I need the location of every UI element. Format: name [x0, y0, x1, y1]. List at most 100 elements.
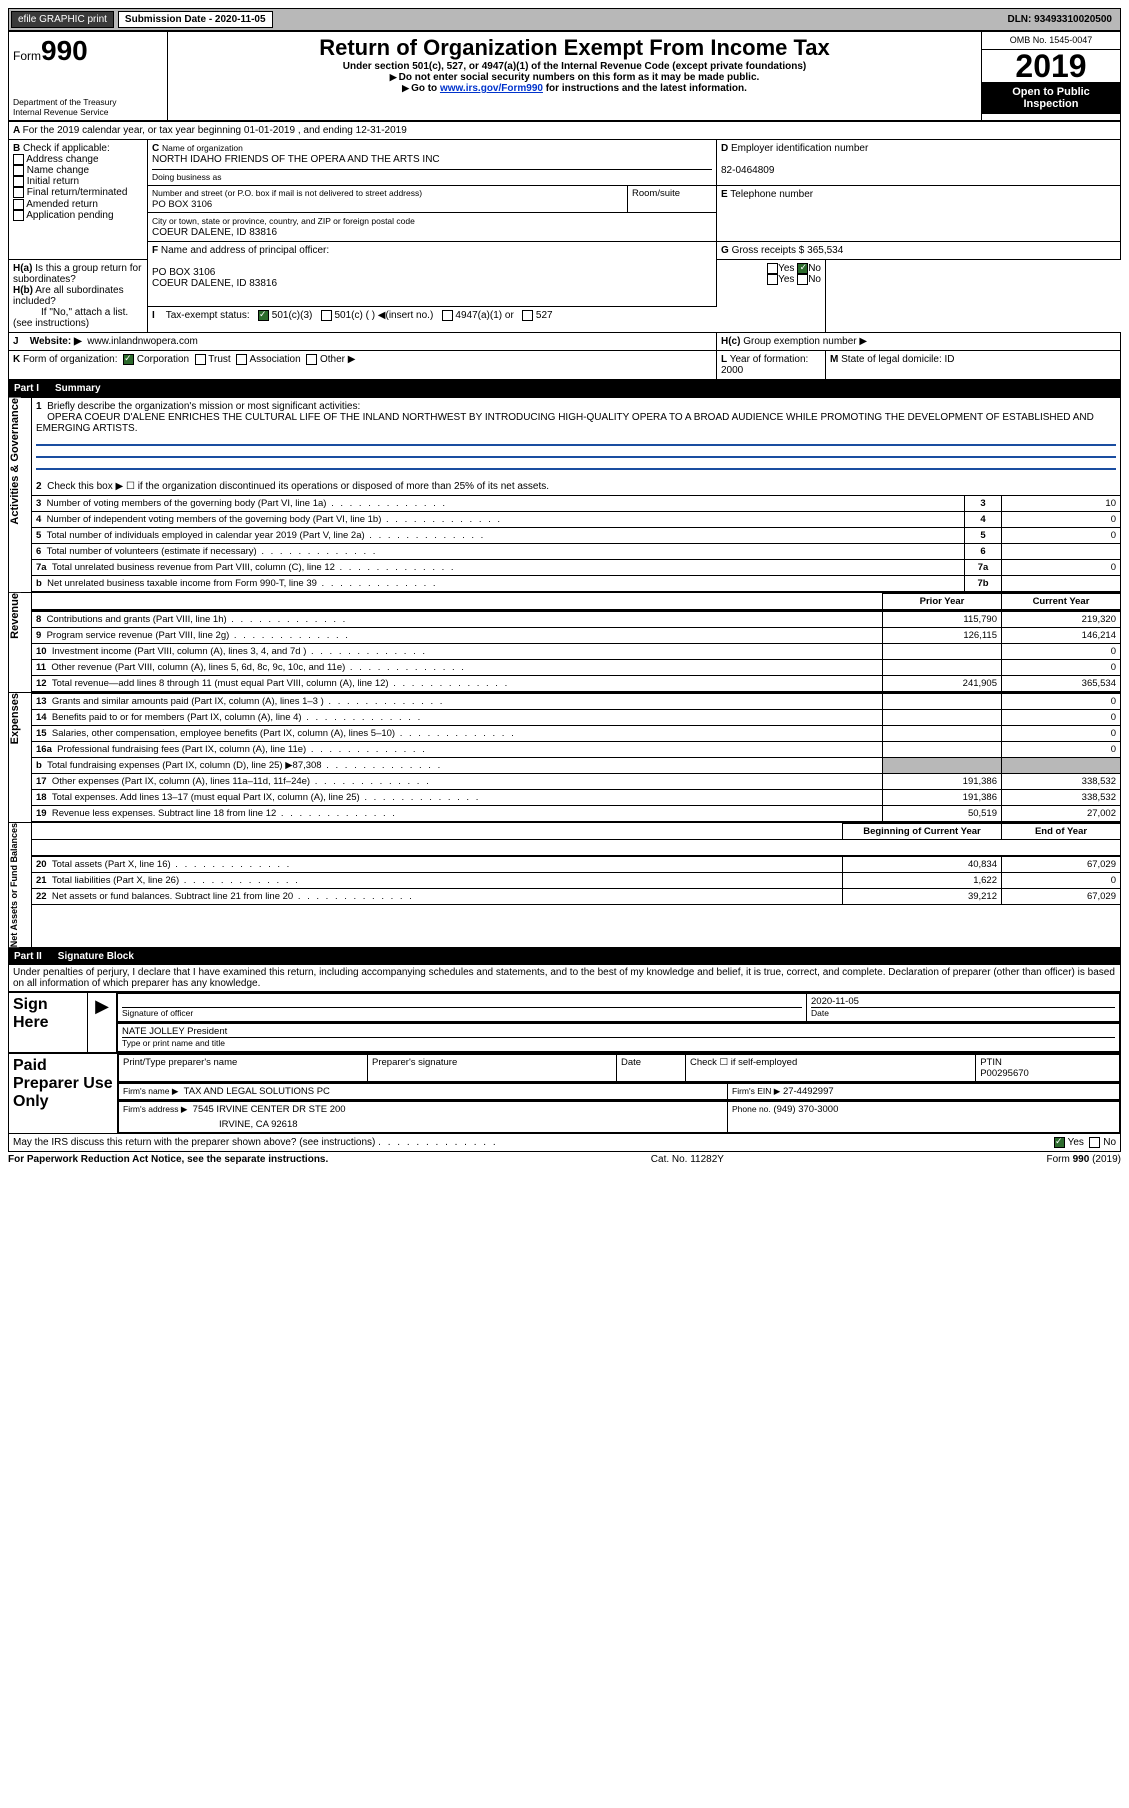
- form-subtitle: Under section 501(c), 527, or 4947(a)(1)…: [172, 61, 977, 72]
- l-label: Year of formation:: [730, 354, 809, 365]
- ha-label: Is this a group return for subordinates?: [13, 263, 141, 285]
- date-label: Date: [811, 1008, 829, 1018]
- firm-ein-value: 27-4492997: [783, 1086, 834, 1097]
- section-a-g: A For the 2019 calendar year, or tax yea…: [8, 121, 1121, 380]
- k-label: Form of organization:: [23, 354, 118, 365]
- prep-name-label: Print/Type preparer's name: [119, 1055, 368, 1082]
- state-domicile: ID: [945, 354, 955, 365]
- current-year-header: Current Year: [1002, 594, 1121, 610]
- warn-ssn: Do not enter social security numbers on …: [172, 72, 977, 83]
- website-value[interactable]: www.inlandnwopera.com: [87, 336, 198, 347]
- cb-hb-yes[interactable]: [767, 274, 778, 285]
- org-name: NORTH IDAHO FRIENDS OF THE OPERA AND THE…: [152, 154, 440, 165]
- sign-here-label: Sign Here: [9, 993, 88, 1053]
- table-row: 19 Revenue less expenses. Subtract line …: [32, 806, 1120, 822]
- line-a: A For the 2019 calendar year, or tax yea…: [9, 122, 1121, 140]
- table-row: 5 Total number of individuals employed i…: [32, 528, 1120, 544]
- table-row: 11 Other revenue (Part VIII, column (A),…: [32, 660, 1120, 676]
- gross-receipts: 365,534: [807, 245, 843, 256]
- room-label: Room/suite: [628, 186, 717, 212]
- paid-preparer-label: Paid Preparer Use Only: [9, 1054, 118, 1134]
- open-public: Open to Public Inspection: [982, 82, 1120, 114]
- cb-address-change[interactable]: [13, 154, 24, 165]
- year-formation: 2000: [721, 365, 743, 376]
- table-row: 4 Number of independent voting members o…: [32, 512, 1120, 528]
- part1-table: Activities & Governance 1 Briefly descri…: [8, 397, 1121, 948]
- table-row: 9 Program service revenue (Part VIII, li…: [32, 628, 1120, 644]
- cat-number: Cat. No. 11282Y: [651, 1154, 724, 1165]
- firm-name-label: Firm's name ▶: [123, 1086, 178, 1096]
- cb-ha-no[interactable]: [797, 263, 808, 274]
- ptin-label: PTIN: [980, 1057, 1002, 1068]
- prior-year-header: Prior Year: [883, 594, 1002, 610]
- cb-assoc[interactable]: [236, 354, 247, 365]
- hc-label: Group exemption number ▶: [743, 336, 867, 347]
- f-label: Name and address of principal officer:: [161, 245, 329, 256]
- expense-rows: 13 Grants and similar amounts paid (Part…: [32, 693, 1120, 822]
- irs-link[interactable]: www.irs.gov/Form990: [440, 83, 543, 94]
- table-row: b Total fundraising expenses (Part IX, c…: [32, 758, 1120, 774]
- street-label: Number and street (or P.O. box if mail i…: [152, 188, 422, 198]
- b-label: Check if applicable:: [23, 143, 110, 154]
- eoy-header: End of Year: [1002, 824, 1121, 840]
- table-row: 22 Net assets or fund balances. Subtract…: [32, 889, 1120, 905]
- name-type-label: Type or print name and title: [122, 1038, 225, 1048]
- table-row: 10 Investment income (Part VIII, column …: [32, 644, 1120, 660]
- form-number: Form990: [13, 35, 163, 67]
- form-title: Return of Organization Exempt From Incom…: [172, 35, 977, 61]
- exp-label: Expenses: [9, 693, 21, 744]
- table-row: 20 Total assets (Part X, line 16)40,8346…: [32, 857, 1120, 873]
- cb-discuss-yes[interactable]: [1054, 1137, 1065, 1148]
- c-name-label: Name of organization: [162, 143, 243, 153]
- part2-header: Part II Signature Block: [8, 948, 1121, 965]
- cb-527[interactable]: [522, 310, 533, 321]
- form-footer: Form 990 (2019): [1047, 1154, 1121, 1165]
- top-toolbar: efile GRAPHIC print Submission Date - 20…: [8, 8, 1121, 31]
- table-row: 7a Total unrelated business revenue from…: [32, 560, 1120, 576]
- cb-other[interactable]: [306, 354, 317, 365]
- e-label: Telephone number: [730, 189, 813, 200]
- cb-corp[interactable]: [123, 354, 134, 365]
- cb-hb-no[interactable]: [797, 274, 808, 285]
- cb-ha-yes[interactable]: [767, 263, 778, 274]
- officer-name: NATE JOLLEY President: [122, 1026, 1115, 1038]
- efile-print-button[interactable]: efile GRAPHIC print: [11, 11, 114, 28]
- table-row: 6 Total number of volunteers (estimate i…: [32, 544, 1120, 560]
- cb-501c3[interactable]: [258, 310, 269, 321]
- d-label: Employer identification number: [731, 143, 868, 154]
- cb-4947[interactable]: [442, 310, 453, 321]
- firm-addr2: IRVINE, CA 92618: [119, 1117, 728, 1133]
- cb-app-pending[interactable]: [13, 210, 24, 221]
- dln-label: DLN: 93493310020500: [1007, 14, 1118, 25]
- rev-label: Revenue: [9, 593, 21, 639]
- revenue-rows: 8 Contributions and grants (Part VIII, l…: [32, 611, 1120, 692]
- governance-rows: 3 Number of voting members of the govern…: [32, 495, 1120, 592]
- prep-date-label: Date: [617, 1055, 686, 1082]
- cb-name-change[interactable]: [13, 165, 24, 176]
- table-row: 21 Total liabilities (Part X, line 26)1,…: [32, 873, 1120, 889]
- ein-value: 82-0464809: [721, 165, 774, 176]
- street-value: PO BOX 3106: [152, 199, 212, 210]
- cb-initial-return[interactable]: [13, 176, 24, 187]
- cb-501c[interactable]: [321, 310, 332, 321]
- firm-name-value: TAX AND LEGAL SOLUTIONS PC: [184, 1086, 330, 1097]
- q2-label: Check this box ▶ ☐ if the organization d…: [47, 481, 549, 492]
- cb-trust[interactable]: [195, 354, 206, 365]
- cb-amended[interactable]: [13, 199, 24, 210]
- g-label: Gross receipts $: [732, 245, 805, 256]
- page-footer: For Paperwork Reduction Act Notice, see …: [8, 1152, 1121, 1165]
- warn-goto: Go to www.irs.gov/Form990 for instructio…: [172, 83, 977, 94]
- sign-date: 2020-11-05: [811, 996, 1115, 1008]
- cb-final-return[interactable]: [13, 187, 24, 198]
- sign-here-table: Sign Here ▶ Signature of officer 2020-11…: [8, 992, 1121, 1053]
- paperwork-notice: For Paperwork Reduction Act Notice, see …: [8, 1154, 328, 1165]
- self-employed-check[interactable]: Check ☐ if self-employed: [686, 1055, 976, 1082]
- cb-discuss-no[interactable]: [1089, 1137, 1100, 1148]
- paid-preparer-table: Paid Preparer Use Only Print/Type prepar…: [8, 1053, 1121, 1152]
- firm-addr1: 7545 IRVINE CENTER DR STE 200: [193, 1104, 346, 1115]
- ptin-value: P00295670: [980, 1068, 1029, 1079]
- firm-addr-label: Firm's address ▶: [123, 1104, 187, 1114]
- phone-label: Phone no.: [732, 1104, 771, 1114]
- dba-label: Doing business as: [152, 169, 712, 182]
- irs-label: Internal Revenue Service: [13, 107, 163, 117]
